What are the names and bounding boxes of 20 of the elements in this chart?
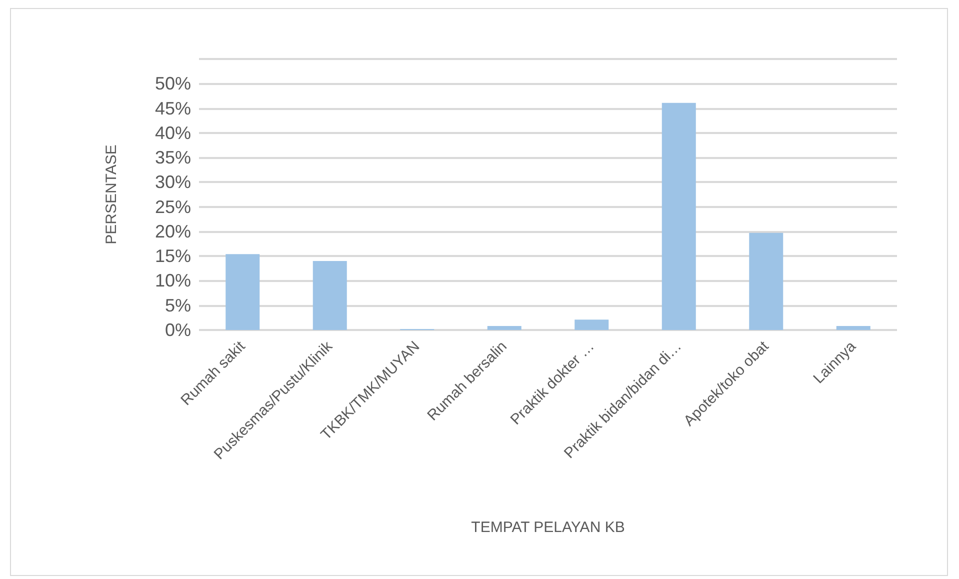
y-tick-label: 25% <box>154 196 191 217</box>
bar <box>312 261 347 330</box>
bar <box>574 320 609 330</box>
y-tick-label: 45% <box>154 98 191 118</box>
y-tick-label: 15% <box>154 246 191 266</box>
y-tick-label: 10% <box>154 270 191 291</box>
y-tick-label: 0% <box>164 320 191 340</box>
bar <box>836 326 870 330</box>
bar <box>487 326 522 330</box>
y-tick-label: 40% <box>154 122 191 143</box>
bar <box>749 232 784 330</box>
x-axis-title: TEMPAT PELAYAN KB <box>471 519 625 536</box>
bar <box>662 102 696 330</box>
y-tick-label: 35% <box>154 148 191 168</box>
y-tick-label: 5% <box>164 295 191 316</box>
y-axis-title: PERSENTASE <box>103 144 120 244</box>
y-tick-label: 50% <box>154 74 191 94</box>
y-tick-label: 20% <box>154 221 191 242</box>
bar <box>226 254 260 330</box>
y-tick-label: 30% <box>154 172 191 192</box>
